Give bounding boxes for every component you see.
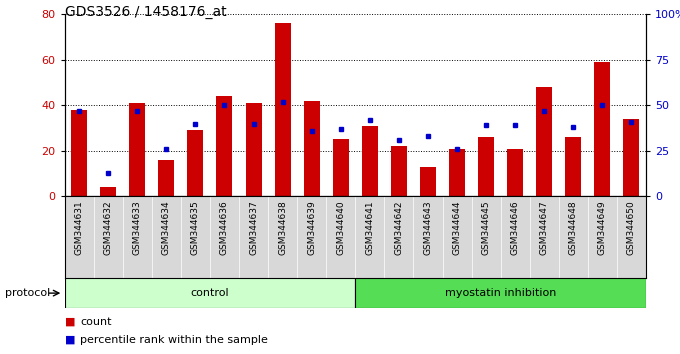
Text: GSM344650: GSM344650	[627, 200, 636, 255]
Bar	[71, 110, 87, 196]
Text: GSM344641: GSM344641	[365, 200, 374, 255]
Text: GSM344647: GSM344647	[540, 200, 549, 255]
Bar	[624, 119, 639, 196]
Text: GSM344649: GSM344649	[598, 200, 607, 255]
Text: GSM344646: GSM344646	[511, 200, 520, 255]
Bar	[158, 160, 174, 196]
Bar	[216, 96, 233, 196]
Text: ■: ■	[65, 317, 75, 327]
Bar	[245, 103, 262, 196]
Text: GSM344643: GSM344643	[424, 200, 432, 255]
Text: count: count	[80, 317, 112, 327]
Text: GSM344636: GSM344636	[220, 200, 229, 255]
Text: GSM344639: GSM344639	[307, 200, 316, 255]
Bar	[65, 278, 355, 308]
Bar	[362, 126, 378, 196]
Text: GSM344642: GSM344642	[394, 200, 403, 255]
Text: GSM344648: GSM344648	[569, 200, 578, 255]
Bar	[565, 137, 581, 196]
Text: control: control	[190, 288, 229, 298]
Text: GSM344644: GSM344644	[453, 200, 462, 255]
Text: GSM344637: GSM344637	[249, 200, 258, 255]
Bar	[188, 130, 203, 196]
Bar	[355, 278, 646, 308]
Text: GSM344640: GSM344640	[337, 200, 345, 255]
Text: GDS3526 / 1458176_at: GDS3526 / 1458176_at	[65, 5, 226, 19]
Text: GSM344645: GSM344645	[481, 200, 490, 255]
Text: protocol: protocol	[5, 288, 51, 298]
Bar	[449, 149, 465, 196]
Text: ■: ■	[65, 335, 75, 345]
Bar	[594, 62, 611, 196]
Text: GSM344634: GSM344634	[162, 200, 171, 255]
Text: GSM344635: GSM344635	[191, 200, 200, 255]
Bar	[100, 187, 116, 196]
Text: GSM344631: GSM344631	[75, 200, 84, 255]
Bar	[537, 87, 552, 196]
Bar	[333, 139, 349, 196]
Bar	[129, 103, 146, 196]
Text: percentile rank within the sample: percentile rank within the sample	[80, 335, 268, 345]
Text: GSM344632: GSM344632	[104, 200, 113, 255]
Bar	[275, 23, 290, 196]
Bar	[420, 167, 436, 196]
Bar	[507, 149, 523, 196]
Bar	[478, 137, 494, 196]
Bar	[304, 101, 320, 196]
Text: GSM344638: GSM344638	[278, 200, 287, 255]
Bar	[391, 146, 407, 196]
Text: myostatin inhibition: myostatin inhibition	[445, 288, 556, 298]
Text: GSM344633: GSM344633	[133, 200, 141, 255]
